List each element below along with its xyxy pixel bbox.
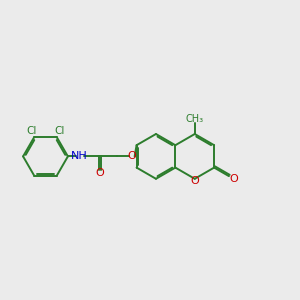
Text: O: O	[128, 152, 136, 161]
Text: NH: NH	[71, 152, 88, 161]
Text: O: O	[190, 176, 199, 186]
Text: Cl: Cl	[26, 127, 36, 136]
Text: Cl: Cl	[55, 127, 65, 136]
Text: O: O	[229, 174, 238, 184]
Text: O: O	[95, 169, 104, 178]
Text: CH₃: CH₃	[186, 114, 204, 124]
